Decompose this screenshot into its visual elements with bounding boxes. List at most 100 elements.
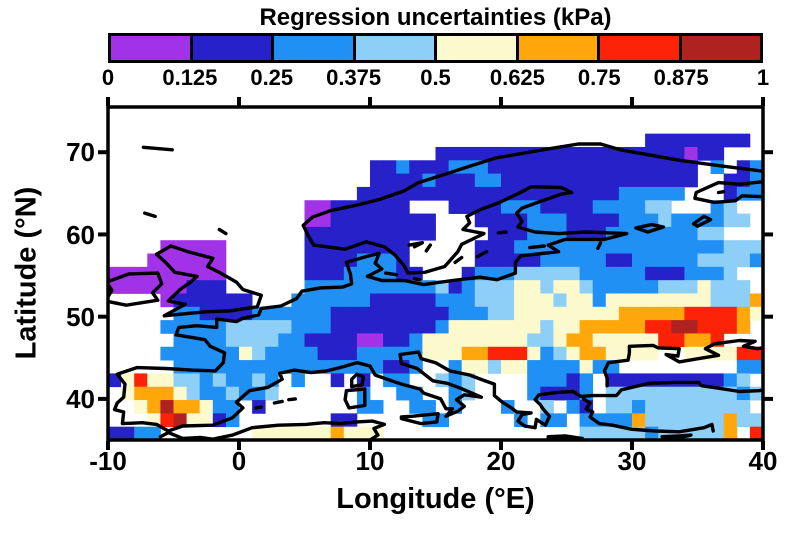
heatmap-cell — [330, 213, 345, 228]
heatmap-cell — [645, 386, 659, 401]
heatmap-cell — [461, 346, 476, 361]
heatmap-cell — [448, 293, 463, 308]
heatmap-cell — [645, 293, 659, 308]
heatmap-cell — [579, 280, 594, 294]
heatmap-cell — [422, 186, 436, 201]
heatmap-cell — [134, 280, 148, 294]
heatmap-cell — [527, 280, 541, 294]
heatmap-cell — [527, 213, 541, 228]
heatmap-cell — [317, 346, 332, 361]
heatmap-cell — [566, 160, 580, 174]
heatmap-cell — [370, 160, 384, 174]
heatmap-cell — [383, 253, 397, 268]
heatmap-cell — [671, 266, 685, 281]
heatmap-cell — [186, 293, 201, 308]
heatmap-cell — [514, 240, 528, 254]
heatmap-cell — [304, 320, 318, 334]
heatmap-cell — [435, 346, 449, 361]
heatmap-cell — [684, 253, 698, 268]
heatmap-cell — [579, 306, 594, 321]
heatmap-cell — [749, 360, 763, 374]
heatmap-cell — [278, 320, 292, 334]
heatmap-cell — [239, 333, 253, 348]
heatmap-cell — [618, 320, 633, 334]
colorbar-segment — [192, 36, 274, 60]
heatmap-cell — [684, 400, 698, 414]
heatmap-cell — [461, 173, 476, 188]
heatmap-cell — [697, 266, 711, 281]
heatmap-cell — [645, 266, 659, 281]
heatmap-cell — [723, 373, 738, 388]
heatmap-cell — [540, 306, 554, 321]
heatmap-cell — [684, 306, 698, 321]
heatmap-cell — [409, 293, 423, 308]
heatmap-cell — [396, 240, 410, 254]
heatmap-cell — [723, 266, 738, 281]
heatmap-cell — [579, 426, 594, 440]
heatmap-cell — [684, 226, 698, 241]
heatmap-cell — [147, 280, 161, 294]
heatmap-cell — [632, 240, 646, 254]
heatmap-cell — [658, 200, 672, 214]
coastline-mediterranean-north — [166, 350, 763, 433]
heatmap-cell — [461, 293, 476, 308]
heatmap-cell — [304, 426, 318, 440]
heatmap-cell — [448, 346, 463, 361]
heatmap-cell — [487, 226, 502, 241]
heatmap-cell — [553, 346, 567, 361]
heatmap-cell — [186, 253, 201, 268]
heatmap-cell — [723, 346, 738, 361]
heatmap-cell — [618, 240, 633, 254]
heatmap-cell — [671, 320, 685, 334]
heatmap-cell — [356, 213, 371, 228]
heatmap-cell — [396, 200, 410, 214]
colorbar-segment — [437, 36, 519, 60]
heatmap-cell — [409, 160, 423, 174]
heatmap-cell — [658, 240, 672, 254]
heatmap-cell — [474, 186, 489, 201]
heatmap-cell — [618, 200, 633, 214]
heatmap-cell — [671, 213, 685, 228]
heatmap-cell — [645, 133, 659, 148]
heatmap-cell — [304, 360, 318, 374]
heatmap-cell — [671, 133, 685, 148]
heatmap-cell — [540, 373, 554, 388]
heatmap-cell — [435, 306, 449, 321]
heatmap-cell — [710, 373, 725, 388]
heatmap-cell — [645, 306, 659, 321]
heatmap-cell — [487, 346, 502, 361]
heatmap-cell — [239, 360, 253, 374]
colorbar-segment — [681, 36, 760, 60]
heatmap-cell — [265, 320, 279, 334]
heatmap-cell — [330, 266, 345, 281]
heatmap-cell — [632, 186, 646, 201]
heatmap-cell — [605, 213, 620, 228]
heatmap-cell — [553, 213, 567, 228]
heatmap-cell — [710, 213, 725, 228]
heatmap-cell — [736, 386, 751, 401]
heatmap-cell — [605, 320, 620, 334]
heatmap-cell — [723, 293, 738, 308]
heatmap-cell — [605, 280, 620, 294]
heatmap-cell — [579, 173, 594, 188]
heatmap-cell — [579, 160, 594, 174]
heatmap-cell — [566, 173, 580, 188]
heatmap-cell — [186, 413, 201, 428]
heatmap-cell — [566, 240, 580, 254]
heatmap-cell — [710, 320, 725, 334]
heatmap-cell — [697, 146, 711, 161]
coastline-lake-onega — [691, 214, 713, 228]
heatmap-cell — [225, 413, 240, 428]
heatmap-cell — [199, 240, 214, 254]
heatmap-cell — [618, 373, 633, 388]
heatmap-cell — [448, 306, 463, 321]
heatmap-cell — [566, 320, 580, 334]
colorbar-segment — [274, 36, 356, 60]
heatmap-cell — [723, 280, 738, 294]
heatmap-cell — [448, 186, 463, 201]
heatmap-cell — [553, 253, 567, 268]
heatmap-cell — [605, 333, 620, 348]
heatmap-cell — [632, 320, 646, 334]
heatmap-cell — [435, 146, 449, 161]
heatmap-cell — [212, 253, 227, 268]
